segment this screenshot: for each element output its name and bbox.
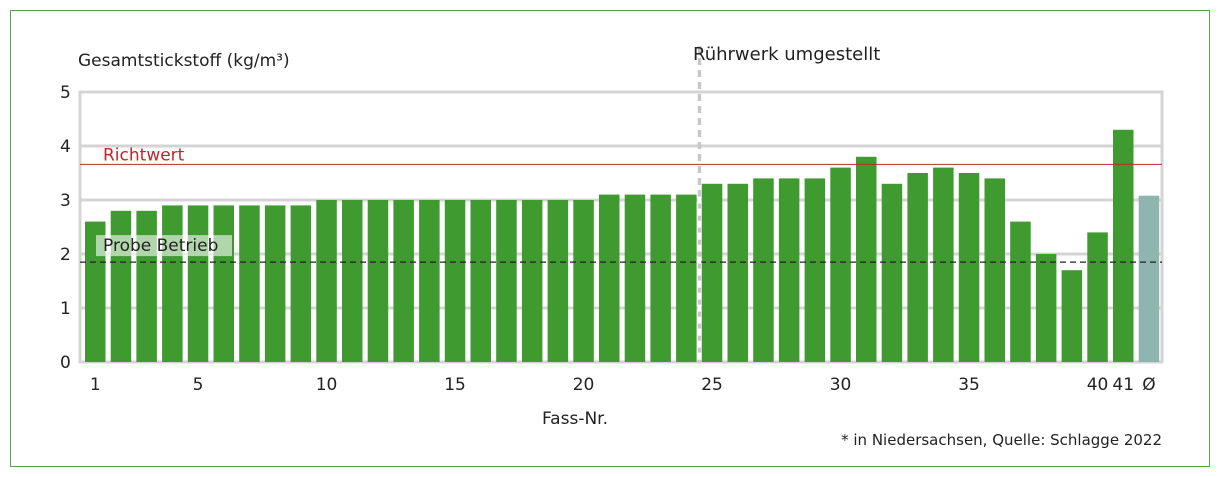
reference-label-background [96, 235, 232, 257]
bar [521, 200, 543, 362]
x-tick-label: 35 [958, 375, 980, 395]
bar [316, 200, 337, 362]
x-axis-label: Fass-Nr. [542, 409, 608, 429]
footnote: * in Niedersachsen, Quelle: Schlagge 202… [841, 431, 1162, 449]
x-tick-label: 25 [701, 375, 723, 395]
x-tick-label: 5 [193, 375, 204, 395]
x-tick-label: Ø [1142, 375, 1155, 395]
bar-average [1138, 195, 1160, 362]
bar [676, 194, 697, 362]
bar [1035, 254, 1057, 362]
bar [444, 200, 466, 362]
bar [85, 221, 106, 362]
bar [213, 205, 234, 362]
bar [727, 183, 748, 362]
x-axis-ticks: 1 5 10 15 20 25 30 35 40 41 Ø [90, 375, 1156, 395]
x-tick-label: 40 [1087, 375, 1109, 395]
bar [162, 205, 183, 362]
bar [804, 178, 826, 362]
x-tick-label: 30 [830, 375, 852, 395]
annotation-label: Rührwerk umgestellt [693, 44, 880, 65]
y-axis-label: Gesamtstickstoff (kg/m³) [78, 51, 290, 71]
bar [1113, 129, 1134, 362]
x-tick-label: 20 [573, 375, 595, 395]
bar [907, 173, 928, 362]
bar [881, 183, 903, 362]
bar [187, 205, 209, 362]
y-axis-ticks: 0 1 2 3 4 5 [60, 83, 71, 373]
y-tick-label: 5 [60, 83, 71, 103]
reference-line-label: Richtwert [103, 145, 185, 165]
bar [419, 200, 440, 362]
bar [547, 200, 569, 362]
bar [830, 167, 851, 362]
y-tick-label: 0 [60, 353, 71, 373]
bar [136, 210, 157, 362]
bar [933, 167, 954, 362]
x-tick-label: 1 [90, 375, 101, 395]
bar [958, 173, 980, 362]
reference-lines: Richtwert Probe Betrieb [80, 46, 1162, 362]
y-tick-label: 1 [60, 299, 71, 319]
bar [753, 178, 774, 362]
bar [573, 200, 594, 362]
bar [290, 205, 312, 362]
y-tick-label: 4 [60, 137, 71, 157]
x-tick-label: 41 [1112, 375, 1134, 395]
bar [110, 210, 132, 362]
bar [367, 200, 389, 362]
reference-line-label: Probe Betrieb [103, 236, 218, 256]
bar [1061, 270, 1083, 362]
bar [599, 194, 620, 362]
bar [778, 178, 800, 362]
bar [264, 205, 286, 362]
x-tick-label: 10 [316, 375, 338, 395]
y-tick-label: 2 [60, 245, 71, 265]
plot-frame [78, 90, 1164, 364]
bar [856, 156, 877, 362]
bar [624, 194, 646, 362]
bar [342, 200, 363, 362]
bar [650, 194, 671, 362]
y-tick-label: 3 [60, 191, 71, 211]
bar [393, 200, 414, 362]
x-tick-label: 15 [444, 375, 466, 395]
bar [496, 200, 517, 362]
chart-frame [10, 10, 1210, 467]
gridlines [78, 90, 1164, 364]
bar [239, 205, 260, 362]
bar [1010, 221, 1031, 362]
bar [984, 178, 1005, 362]
bar [701, 183, 723, 362]
bar [1087, 232, 1108, 362]
bar [470, 200, 491, 362]
